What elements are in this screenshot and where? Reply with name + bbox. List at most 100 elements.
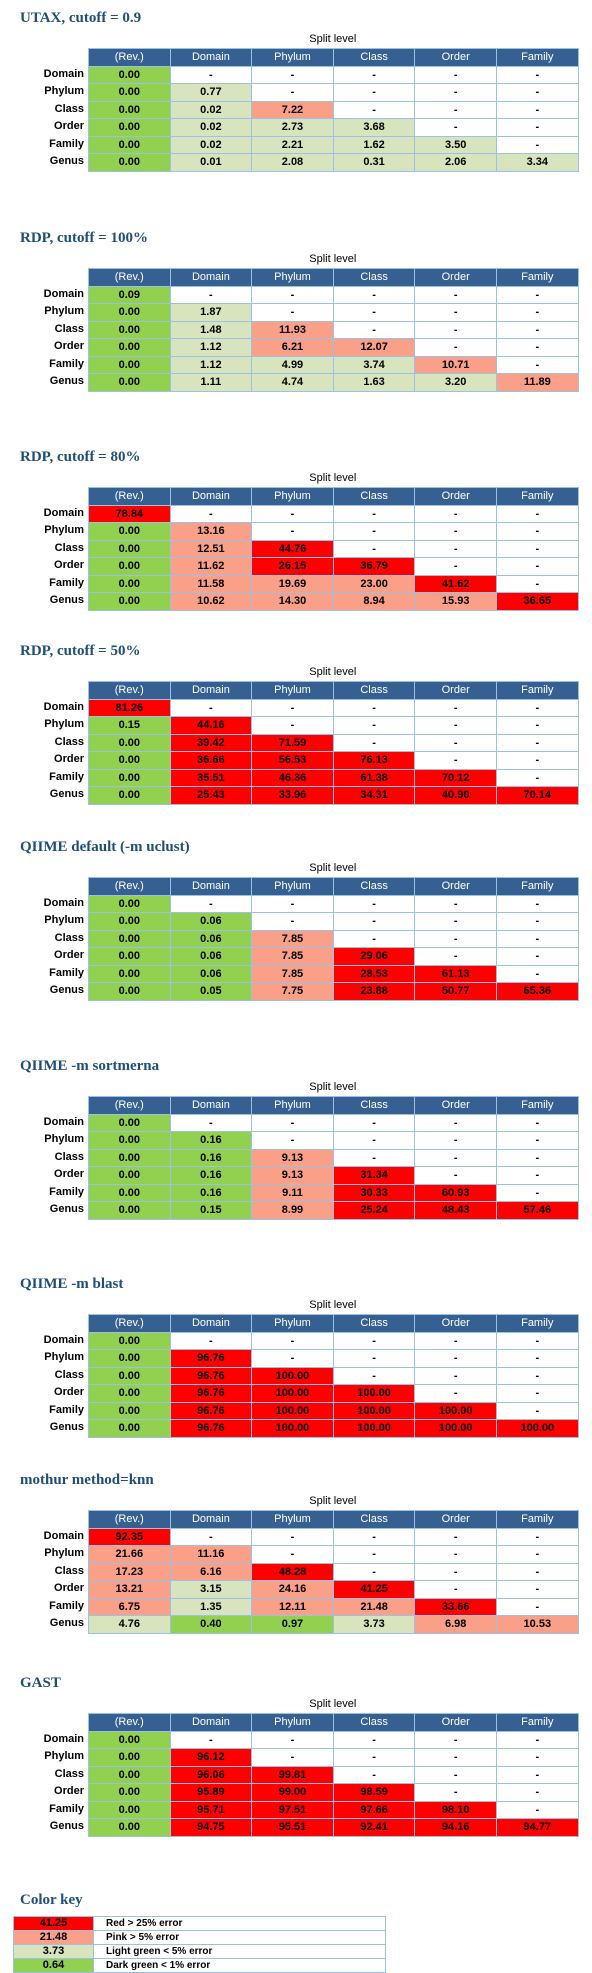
table-cell: - [332, 1545, 416, 1564]
table-cell: 36.66 [169, 751, 253, 770]
table-cell: 0.02 [169, 100, 253, 119]
column-header: Family [496, 1314, 579, 1333]
row-label: Genus [49, 1820, 84, 1832]
key-label: Red > 25% error [93, 1916, 386, 1931]
table-cell: 21.48 [332, 1597, 416, 1616]
table-cell: - [414, 100, 497, 119]
table-cell: 7.75 [251, 982, 334, 1001]
row-label: Order [54, 949, 84, 961]
table-cell: - [496, 716, 579, 735]
table-cell: 96.76 [169, 1384, 253, 1403]
column-header: (Rev.) [88, 1713, 171, 1732]
table-cell: - [251, 1349, 334, 1368]
table-cell: - [332, 320, 416, 339]
table-cell: - [169, 894, 253, 913]
table-cell: 6.98 [414, 1615, 497, 1634]
row-label: Family [49, 1802, 84, 1815]
table-cell: 0.00 [88, 1166, 171, 1185]
table-cell: - [332, 1131, 416, 1150]
table-cell: - [496, 947, 579, 966]
table-cell: 7.22 [251, 100, 334, 119]
table-cell: - [332, 1748, 416, 1767]
table-cell: 56.53 [251, 751, 334, 770]
table-cell: - [251, 1131, 334, 1150]
column-header: (Rev.) [88, 1096, 171, 1115]
column-header: Class [332, 877, 416, 896]
table-cell: 30.33 [332, 1183, 416, 1202]
column-header: Phylum [251, 1096, 334, 1115]
table-cell: 96.06 [169, 1765, 253, 1784]
table-cell: - [332, 929, 416, 948]
column-header: Family [496, 48, 579, 67]
column-header: Class [332, 1096, 416, 1115]
table-cell: - [496, 100, 579, 119]
table-cell: - [496, 1527, 579, 1546]
table-cell: 0.00 [88, 1331, 171, 1350]
column-header: Class [332, 1713, 416, 1732]
table-cell: 0.00 [88, 153, 171, 172]
table-cell: 3.50 [414, 135, 497, 154]
table-cell: 0.00 [88, 912, 171, 931]
table-cell: - [169, 65, 253, 84]
table-cell: 0.06 [169, 964, 253, 983]
table-cell: 6.75 [88, 1597, 171, 1616]
row-label: Class [54, 102, 84, 115]
split-level-label: Split level [309, 862, 357, 874]
table-cell: - [496, 355, 579, 374]
table-cell: - [496, 1366, 579, 1385]
table-cell: 0.40 [169, 1615, 253, 1634]
row-label: Order [54, 340, 84, 352]
table-cell: 9.11 [251, 1183, 334, 1202]
column-header: Domain [169, 487, 253, 506]
row-label: Genus [49, 155, 84, 167]
table-cell: 0.00 [88, 1748, 171, 1767]
table-cell: 0.00 [88, 100, 171, 119]
column-header: Domain [169, 1314, 253, 1333]
table-cell: - [332, 1562, 416, 1581]
table-cell: 33.66 [414, 1597, 497, 1616]
table-cell: 48.43 [414, 1201, 497, 1220]
table-cell: - [332, 1765, 416, 1784]
column-header: Domain [169, 1713, 253, 1732]
table-cell: 0.00 [88, 118, 171, 137]
table-cell: 44.76 [251, 539, 334, 558]
table-title: mothur method=knn [20, 1472, 154, 1488]
table-cell: - [332, 65, 416, 84]
table-cell: - [414, 1545, 497, 1564]
table-cell: - [332, 504, 416, 523]
table-cell: 0.01 [169, 153, 253, 172]
key-label: Light green < 5% error [93, 1944, 386, 1959]
row-label: Domain [43, 1333, 84, 1346]
table-cell: 0.00 [88, 65, 171, 84]
row-label: Family [49, 576, 84, 589]
table-cell: - [496, 65, 579, 84]
table-cell: 0.00 [88, 1800, 171, 1819]
table-cell: 10.53 [496, 1615, 579, 1634]
row-label: Order [54, 120, 84, 132]
table-cell: 50.77 [414, 982, 497, 1001]
table-cell: 2.21 [251, 135, 334, 154]
table-cell: - [414, 698, 497, 717]
table-cell: 19.69 [251, 574, 334, 593]
table-cell: - [251, 285, 334, 304]
table-cell: 0.00 [88, 768, 171, 787]
table-cell: - [496, 557, 579, 576]
column-header: Family [496, 681, 579, 700]
table-cell: - [251, 698, 334, 717]
table-cell: - [414, 912, 497, 931]
table-cell: - [496, 1748, 579, 1767]
table-cell: 11.58 [169, 574, 253, 593]
table-cell: - [496, 1800, 579, 1819]
table-cell: 0.06 [169, 929, 253, 948]
table-cell: - [332, 894, 416, 913]
row-label: Phylum [44, 85, 84, 97]
table-cell: 0.00 [88, 592, 171, 611]
table-cell: 0.00 [88, 355, 171, 374]
table-cell: 94.77 [496, 1818, 579, 1837]
table-cell: - [496, 894, 579, 913]
column-header: Phylum [251, 681, 334, 700]
row-label: Genus [49, 594, 84, 606]
column-header: Order [414, 1713, 497, 1732]
table-cell: - [496, 1183, 579, 1202]
table-cell: 99.00 [251, 1783, 334, 1802]
